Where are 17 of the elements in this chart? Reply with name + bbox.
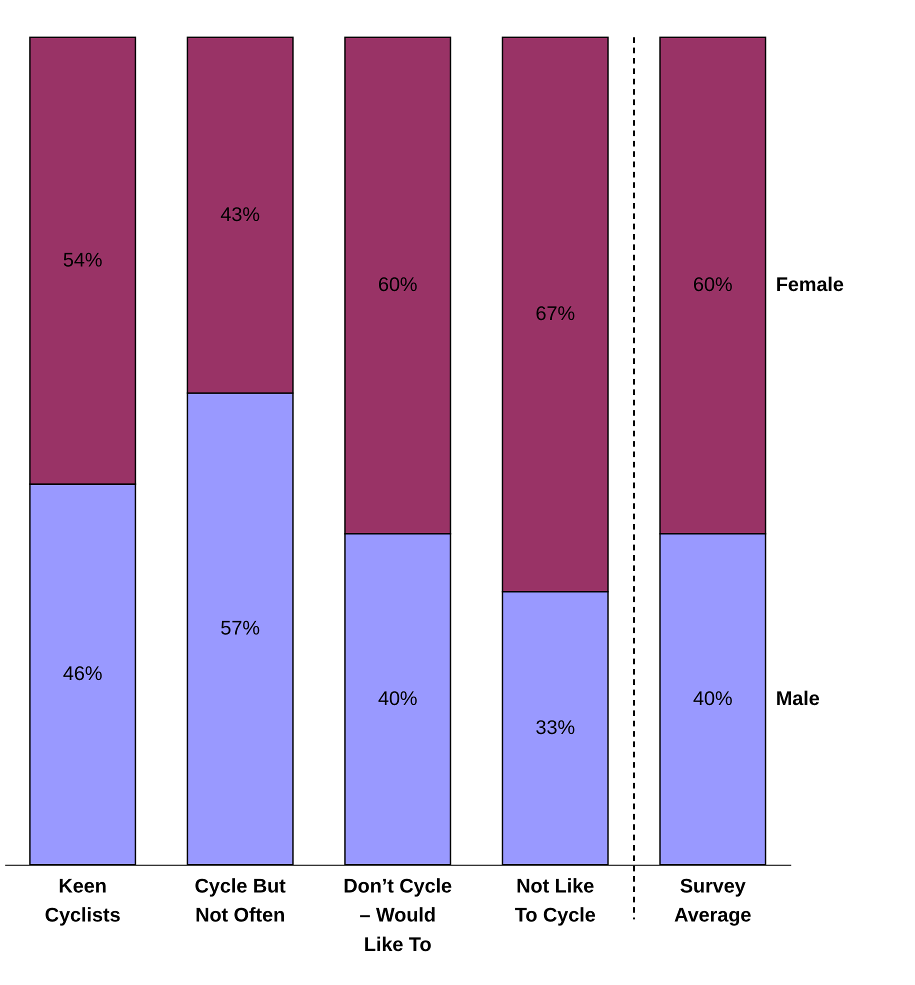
data-label: 60% [378,274,418,296]
data-label: 40% [693,688,733,710]
data-label: 57% [220,618,260,640]
data-label: 46% [62,663,102,686]
data-label: 54% [62,249,102,272]
series-label: Male [776,688,820,710]
data-label: 43% [220,204,260,226]
data-label: 33% [535,716,576,739]
x-tick-label: Don’t Cycle – Would Like To [343,876,452,956]
series-label: Female [776,274,844,296]
data-label: 67% [535,303,576,326]
x-tick-label: Survey Average [674,876,752,927]
data-label: 40% [378,688,418,710]
x-tick-label: Cycle But Not Often [194,876,286,927]
x-tick-label: Keen Cyclists [44,876,121,927]
x-tick-label: Not Like To Cycle [514,876,596,927]
data-label: 60% [693,274,733,296]
